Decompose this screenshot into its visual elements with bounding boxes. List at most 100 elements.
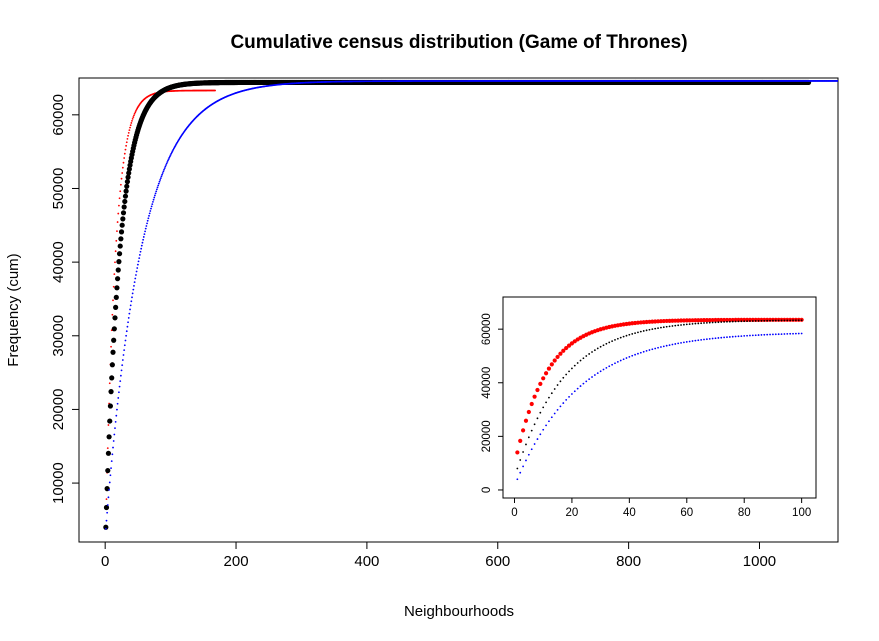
inset-point-black [751, 320, 754, 322]
main-point-blue [112, 446, 114, 449]
x-tick-label: 40 [623, 507, 636, 519]
main-point-blue [142, 238, 145, 241]
inset-point-black [726, 320, 728, 323]
main-point-blue [152, 198, 155, 201]
main-point-black [115, 276, 121, 282]
inset-point-blue [571, 393, 573, 395]
inset-point-black [720, 321, 723, 323]
inset-point-black [605, 342, 608, 345]
inset-point-black [614, 339, 616, 341]
inset-point-black [562, 376, 565, 379]
inset-point-black [754, 320, 757, 322]
main-point-blue [138, 257, 141, 260]
main-point-black [126, 170, 132, 176]
inset-point-blue [723, 336, 726, 339]
main-point-black [112, 315, 118, 321]
main-point-black [113, 294, 119, 300]
inset-point-blue [674, 343, 677, 345]
inset-point-black [651, 328, 654, 331]
main-point-blue [135, 270, 138, 273]
main-point-blue [132, 288, 135, 291]
x-tick-label: 100 [792, 507, 811, 519]
main-point-blue [121, 364, 124, 367]
main-point-blue [118, 391, 120, 394]
inset-point-black [573, 364, 576, 367]
inset-point-blue [774, 333, 777, 336]
main-point-blue [138, 254, 141, 256]
x-tick-label: 800 [616, 553, 641, 570]
inset-point-blue [685, 341, 688, 343]
inset-point-black [674, 324, 677, 327]
inset-point-black [691, 322, 694, 325]
main-point-red [122, 161, 125, 164]
inset-point-black [749, 320, 751, 322]
inset-point-black [728, 320, 731, 323]
main-point-blue [107, 496, 110, 499]
main-point-blue [143, 233, 146, 236]
main-point-black [103, 524, 109, 530]
inset-point-blue [562, 402, 565, 404]
inset-point-red [543, 371, 549, 376]
inset-point-blue [539, 433, 542, 436]
main-point-black [120, 216, 126, 222]
main-point-red [108, 382, 111, 385]
main-point-red [128, 129, 131, 132]
inset-point-blue [728, 336, 731, 338]
inset-point-blue [697, 339, 700, 342]
main-point-blue [148, 212, 151, 215]
inset-point-blue [740, 335, 743, 337]
inset-point-black [763, 319, 766, 322]
y-tick-label: 20000 [50, 389, 67, 431]
inset-point-blue [527, 453, 530, 456]
inset-point-black [717, 321, 720, 324]
main-point-black [109, 375, 115, 381]
inset-point-red [561, 348, 566, 353]
main-point-blue [129, 308, 131, 311]
main-point-blue [112, 440, 115, 442]
main-point-blue [837, 80, 838, 82]
main-point-black [105, 467, 111, 474]
main-point-blue [109, 474, 112, 477]
main-point-blue [114, 420, 117, 423]
inset-point-black [639, 330, 642, 333]
main-point-blue [125, 334, 128, 337]
inset-point-black [731, 320, 734, 323]
main-point-black [103, 504, 110, 511]
inset-point-blue [777, 333, 780, 336]
inset-point-blue [726, 336, 728, 339]
inset-point-red [558, 351, 563, 356]
y-tick-label: 40000 [481, 367, 493, 399]
main-point-black [111, 337, 117, 343]
main-point-blue [144, 227, 147, 230]
inset-point-blue [780, 333, 783, 335]
inset-point-blue [614, 362, 616, 365]
main-point-blue [127, 317, 130, 319]
inset-point-black [608, 341, 611, 344]
inset-point-blue [536, 438, 539, 440]
main-point-blue [164, 165, 167, 168]
inset-point-black [723, 321, 726, 323]
inset-point-black [657, 327, 659, 330]
inset-point-blue [746, 334, 748, 337]
inset-point-blue [800, 332, 803, 335]
inset-point-blue [677, 342, 680, 345]
main-point-blue [142, 236, 145, 238]
main-point-red [118, 197, 121, 200]
inset-point-blue [596, 372, 599, 375]
inset-point-blue [680, 341, 682, 344]
main-point-blue [106, 511, 109, 514]
main-point-blue [153, 196, 156, 199]
main-point-red [129, 124, 132, 127]
main-point-blue [117, 397, 120, 399]
main-point-blue [140, 247, 143, 250]
inset-point-black [792, 319, 794, 322]
main-point-red [111, 313, 114, 316]
inset-point-blue [757, 334, 760, 336]
main-point-blue [149, 210, 152, 212]
inset-point-red [535, 387, 540, 393]
inset-point-black [680, 324, 682, 326]
inset-point-black [516, 467, 519, 470]
main-point-red [124, 148, 127, 151]
inset-point-black [800, 319, 803, 322]
